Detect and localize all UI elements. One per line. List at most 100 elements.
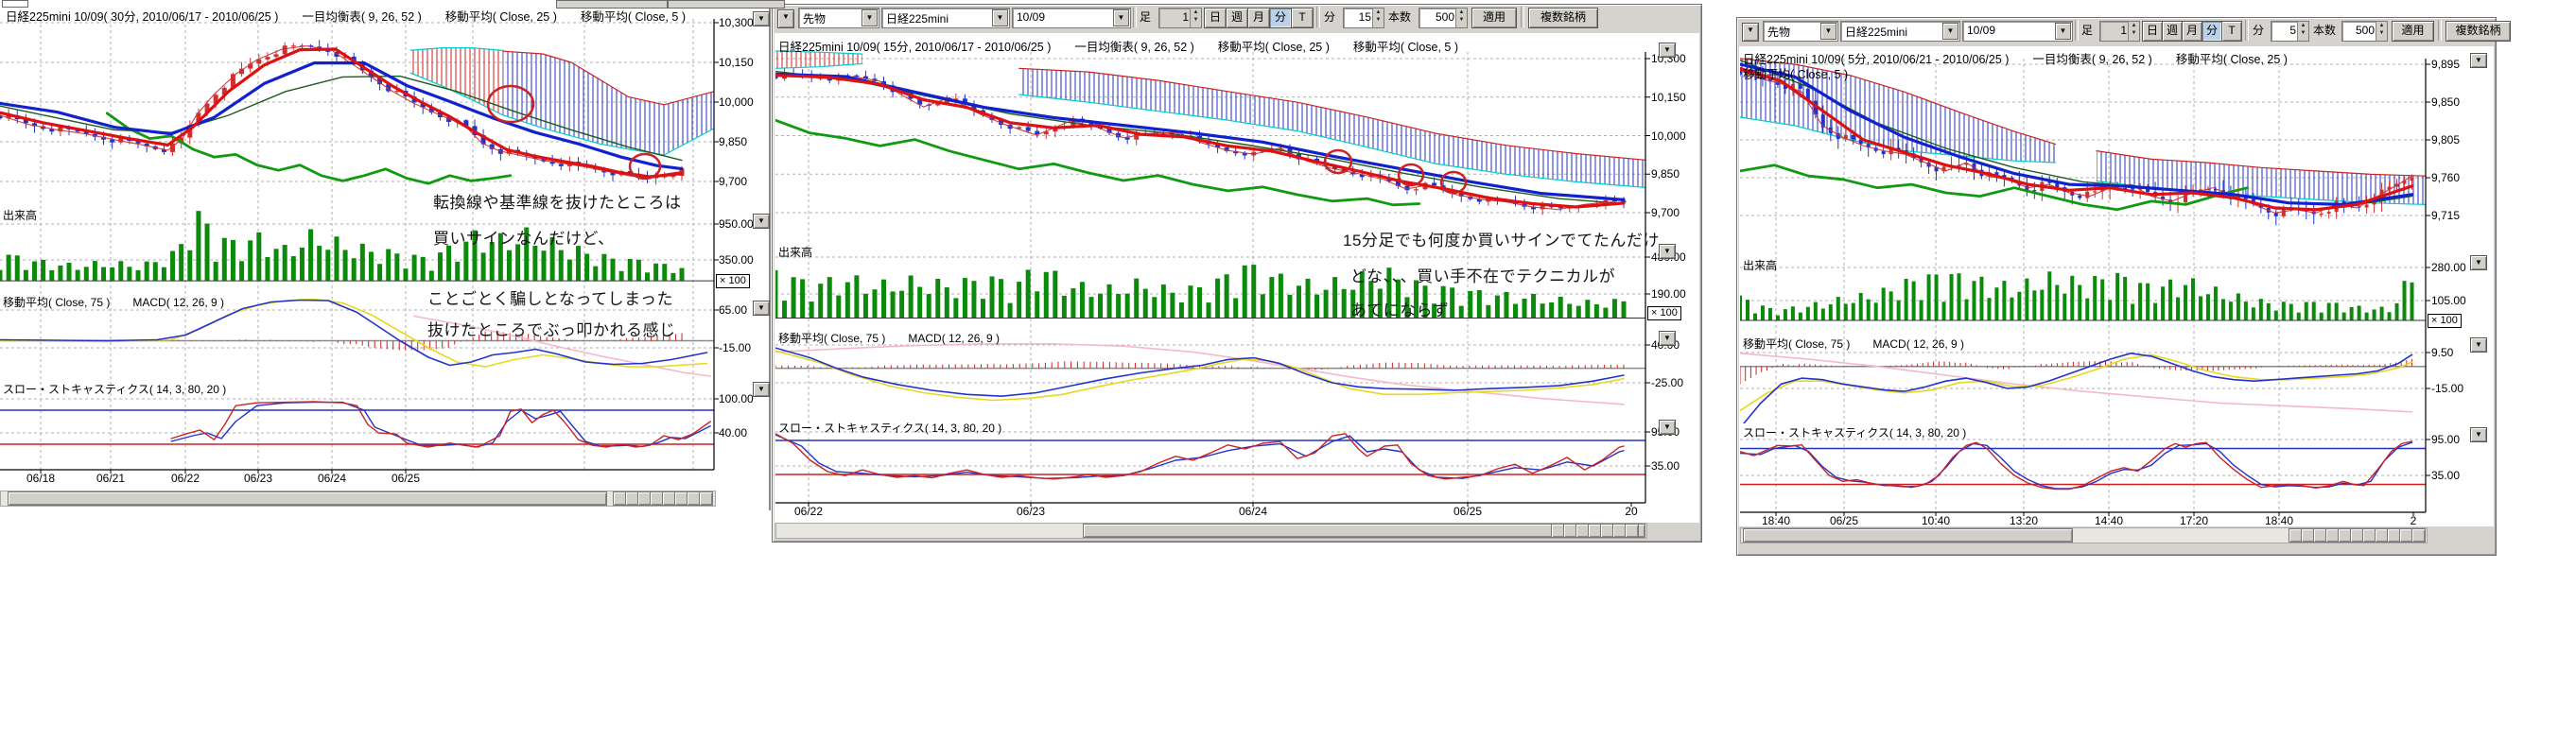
pane-scroll-down-button[interactable]: ▼ [2470,427,2487,442]
spinner-arrows-icon[interactable]: ▲ ▼ [2376,22,2387,41]
y-axis-tick-label: 9,805 [2431,133,2461,146]
x-axis-tick-label: 06/25 [1453,505,1483,518]
symbol-select-combo[interactable]: 日経225mini ▼ [881,8,1010,28]
y-axis-tick-label: -25.00 [1651,376,1684,389]
pane-scroll-down-button[interactable]: ▼ [2470,255,2487,270]
y-axis-tick-label: 10,000 [719,95,754,109]
period-button-日[interactable]: 日 [2142,21,2163,42]
macd-pane-label: 移動平均( Close, 75 ) MACD( 12, 26, 9 ) [1743,337,1965,351]
minutes-label: 分 [2253,24,2265,37]
period-button-週[interactable]: 週 [2162,21,2183,42]
toolbar-separator [1521,7,1524,27]
hand-annotation-text: 抜けたところでぶっ叩かれる感じ [427,321,676,339]
period-button-月[interactable]: 月 [2182,21,2202,42]
x-axis-tick-label: 17:20 [2179,514,2209,527]
spinner-arrows-icon[interactable]: ▲ ▼ [2128,22,2139,41]
horizontal-scrollbar-thumb[interactable] [1083,524,1645,538]
window-menu-dropdown-button[interactable]: ▼ [777,9,794,28]
chevron-down-icon[interactable]: ▼ [1820,23,1836,40]
toolbar-separator [2075,20,2079,41]
symbol-select-combo[interactable]: 日経225mini ▼ [1840,21,1960,42]
x-axis-tick-label: 06/25 [1829,514,1859,527]
period-button-日[interactable]: 日 [1204,8,1227,28]
x-axis-tick-label: 18:40 [1761,514,1791,527]
volume-multiplier-badge: × 100 [2428,314,2462,328]
period-button-分[interactable]: 分 [2202,21,2222,42]
y-axis-tick-label: 95.00 [2431,433,2461,446]
chevron-down-icon[interactable]: ▼ [2055,23,2071,40]
bar-type-label: 足 [2081,24,2094,37]
bar-interval-spinner[interactable]: 1 ▲ ▼ [1158,8,1202,28]
y-axis-tick-label: 350.00 [719,253,754,267]
pane-scroll-down-button[interactable]: ▼ [753,11,770,26]
minutes-spinner[interactable]: 5 ▲ ▼ [2271,21,2309,42]
chevron-down-icon[interactable]: ▼ [1942,23,1958,40]
x-axis-tick-label: 06/23 [243,472,273,485]
chart-title-30min: 日経225mini 10/09( 30分, 2010/06/17 - 2010/… [6,10,687,24]
period-button-T[interactable]: T [2221,21,2242,42]
pane-scroll-down-button[interactable]: ▼ [1659,43,1676,58]
multi-symbol-button[interactable]: 複数銘柄 [2445,21,2511,42]
apply-button[interactable]: 適用 [1471,8,1517,28]
spinner-arrows-icon[interactable]: ▲ ▼ [1455,9,1467,27]
macd-pane-label: 移動平均( Close, 75 ) MACD( 12, 26, 9 ) [778,332,1001,345]
multi-symbol-button[interactable]: 複数銘柄 [1528,8,1598,28]
market-select-combo[interactable]: 先物 ▼ [1763,21,1838,42]
y-axis-tick-label: 9,715 [2431,209,2461,222]
pane-scroll-down-button[interactable]: ▼ [753,214,770,229]
spinner-arrows-icon[interactable]: ▲ ▼ [1372,9,1384,27]
scrollbar-step-button[interactable] [1625,524,1639,538]
apply-button[interactable]: 適用 [2392,21,2434,42]
y-axis-tick-label: 65.00 [719,303,748,317]
period-button-週[interactable]: 週 [1226,8,1248,28]
scrollbar-step-button[interactable] [2411,528,2426,543]
contract-month-combo[interactable]: 10/09 ▼ [1962,21,2073,42]
chevron-down-icon[interactable]: ▼ [1113,9,1129,26]
bar-count-spinner[interactable]: 500 ▲ ▼ [1419,8,1468,28]
clipped-window-fragment [2,0,28,8]
market-select-combo[interactable]: 先物 ▼ [798,8,879,28]
hand-annotation-text: 15分足でも何度か買いサインでてたんだけ [1343,232,1660,250]
bar-interval-spinner[interactable]: 1 ▲ ▼ [2099,21,2140,42]
scrollbar-step-button[interactable] [699,491,713,506]
minutes-spinner[interactable]: 15 ▲ ▼ [1343,8,1384,28]
x-axis-tick-label: 06/22 [793,505,824,518]
period-button-分[interactable]: 分 [1269,8,1292,28]
pane-scroll-down-button[interactable]: ▼ [1659,331,1676,346]
bar-count-spinner[interactable]: 500 ▲ ▼ [2341,21,2388,42]
chevron-down-icon[interactable]: ▼ [862,9,878,26]
hand-annotation-text: 買いサインなんだけど、 [433,230,615,248]
y-axis-tick-label: 9,760 [2431,171,2461,184]
period-button-月[interactable]: 月 [1247,8,1270,28]
contract-month-combo[interactable]: 10/09 ▼ [1012,8,1131,28]
chevron-down-icon[interactable]: ▼ [992,9,1008,26]
horizontal-scrollbar-thumb[interactable] [1743,528,2073,543]
y-axis-tick-label: 35.00 [2431,469,2461,482]
pane-scroll-down-button[interactable]: ▼ [1659,244,1676,259]
x-axis-tick-label: 06/22 [170,472,200,485]
horizontal-scrollbar-thumb[interactable] [8,491,607,506]
pane-scroll-down-button[interactable]: ▼ [2470,53,2487,68]
chart-window-30min: 日経225mini 10/09( 30分, 2010/06/17 - 2010/… [0,0,771,510]
spinner-arrows-icon[interactable]: ▲ ▼ [2297,22,2308,41]
pane-scroll-down-button[interactable]: ▼ [2470,337,2487,353]
pane-scroll-down-button[interactable]: ▼ [753,382,770,397]
volume-multiplier-badge: × 100 [1647,306,1681,320]
x-axis-tick-label: 13:20 [2009,514,2039,527]
period-button-T[interactable]: T [1291,8,1314,28]
toolbar-separator [2438,20,2442,41]
stoch-pane-label: スロー・ストキャスティクス( 14, 3, 80, 20 ) [3,383,227,396]
y-axis-tick-label: 10,000 [1651,129,1686,143]
pane-scroll-down-button[interactable]: ▼ [1659,420,1676,435]
volume-pane-label: 出来高 [778,246,813,259]
x-axis-tick-label: 14:40 [2094,514,2124,527]
spinner-arrows-icon[interactable]: ▲ ▼ [1190,9,1201,27]
y-axis-tick-label: 9,700 [719,175,748,188]
chart-title-15min: 日経225mini 10/09( 15分, 2010/06/17 - 2010/… [778,41,1459,54]
pane-scroll-down-button[interactable]: ▼ [753,301,770,316]
y-axis-tick-label: 9.50 [2431,346,2454,359]
hand-annotation-text: 転換線や基準線を抜けたところは [433,194,682,212]
window-menu-dropdown-button[interactable]: ▼ [1742,23,1759,42]
minutes-label: 分 [1324,10,1336,24]
y-axis-tick-label: 35.00 [1651,459,1680,473]
